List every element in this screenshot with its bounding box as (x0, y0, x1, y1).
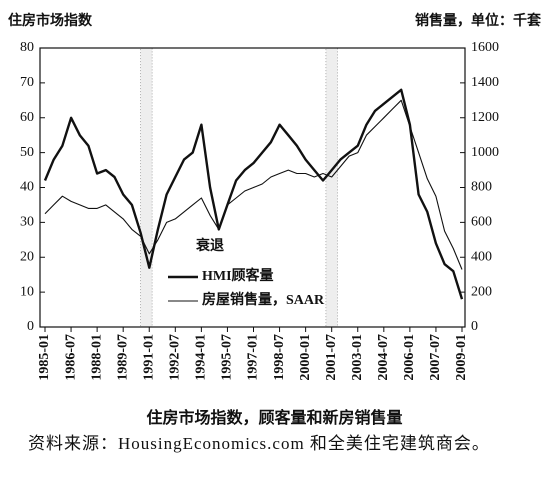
y-axis-label: 住房市场指数 (8, 12, 93, 29)
y2-tick-label: 800 (471, 180, 492, 195)
y2-tick-label: 200 (471, 284, 492, 299)
x-tick-label: 1994-01 (194, 334, 209, 381)
x-tick-label: 1992-07 (168, 334, 183, 381)
y-tick-label: 10 (20, 284, 34, 299)
legend-label: 房屋销售量，SAAR (202, 291, 325, 308)
y2-tick-label: 1400 (471, 75, 499, 90)
y2-tick-label: 1000 (471, 145, 499, 160)
x-tick-label: 1998-07 (272, 334, 287, 381)
series-line (43, 88, 464, 300)
x-tick-label: 1997-01 (246, 334, 261, 381)
y-tick-label: 0 (27, 319, 34, 334)
y-tick-label: 30 (20, 215, 34, 230)
x-tick-label: 1991-01 (141, 334, 156, 381)
caption: 住房市场指数，顾客量和新房销售量 (146, 410, 403, 427)
x-tick-label: 2006-01 (402, 334, 417, 381)
y-tick-label: 50 (20, 145, 34, 160)
x-tick-label: 2009-01 (454, 334, 469, 381)
series-line (44, 99, 463, 270)
x-tick-label: 2004-07 (376, 334, 391, 381)
y2-tick-label: 600 (471, 215, 492, 230)
x-tick-label: 1988-01 (89, 334, 104, 381)
y2-axis-label: 销售量，单位：千套 (415, 12, 541, 29)
y2-tick-label: 400 (471, 249, 492, 264)
x-tick-label: 1985-01 (37, 334, 52, 381)
x-tick-label: 2000-01 (298, 334, 313, 381)
y-tick-label: 20 (20, 249, 34, 264)
y2-tick-label: 1200 (471, 110, 499, 125)
chart: 住房市场指数 销售量，单位：千套 01020304050607080020040… (8, 12, 541, 381)
recession-band (140, 47, 153, 328)
x-tick-label: 1986-07 (63, 334, 78, 381)
source: 资料来源：HousingEconomics.com 和全美住宅建筑商会。 (28, 434, 490, 453)
x-tick-label: 2007-07 (428, 334, 443, 381)
y-tick-label: 60 (20, 110, 34, 125)
y2-tick-label: 1600 (471, 40, 499, 55)
y-tick-label: 70 (20, 75, 34, 90)
y-tick-label: 40 (20, 180, 34, 195)
recession-band (325, 47, 338, 328)
y-tick-label: 80 (20, 40, 34, 55)
y2-tick-label: 0 (471, 319, 478, 334)
x-tick-label: 2001-07 (324, 334, 339, 381)
x-tick-label: 1989-07 (115, 334, 130, 381)
x-tick-label: 1995-07 (220, 334, 235, 381)
x-tick-label: 2003-01 (350, 334, 365, 381)
legend-label: 衰退 (195, 237, 224, 254)
legend-label: HMI顾客量 (202, 267, 274, 284)
